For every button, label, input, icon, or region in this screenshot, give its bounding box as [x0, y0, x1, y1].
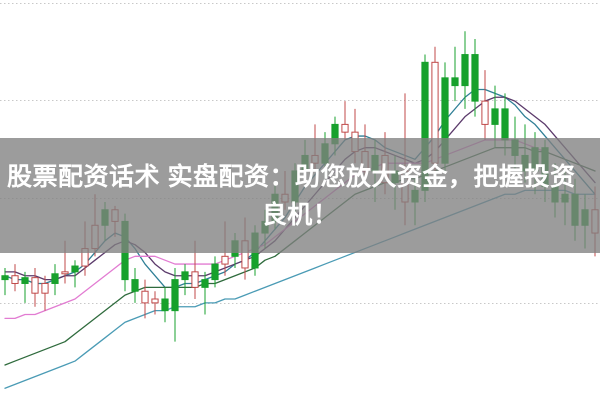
candle-body	[1, 275, 9, 281]
promo-text-overlay: 股票配资话术 实盘配资：助您放大资金，把握投资 良机！	[0, 138, 600, 253]
candle-body	[161, 298, 169, 312]
candle-body	[491, 108, 499, 125]
candle-body	[31, 277, 39, 294]
candle	[481, 70, 489, 140]
candle	[161, 287, 169, 323]
candle-body	[451, 77, 459, 87]
candle-body	[191, 271, 199, 288]
candle	[211, 256, 219, 288]
candle	[491, 85, 499, 148]
candle	[151, 291, 159, 315]
candle-body	[501, 108, 509, 141]
candle	[41, 275, 49, 311]
candle	[1, 267, 9, 296]
candle	[21, 271, 29, 303]
candle-body	[141, 290, 149, 304]
candle	[131, 267, 139, 303]
candle-body	[131, 279, 139, 292]
candle-body	[221, 255, 229, 265]
promo-text-line-1: 股票配资话术 实盘配资：助您放大资金，把握投资	[7, 162, 576, 191]
candle	[201, 271, 209, 315]
candle	[181, 264, 189, 296]
candle-body	[461, 54, 469, 87]
candle	[141, 279, 149, 319]
candle	[51, 264, 59, 296]
candle	[451, 46, 459, 102]
candle	[31, 267, 39, 307]
candle	[171, 267, 179, 342]
candle-body	[71, 265, 79, 273]
candle-body	[61, 271, 69, 275]
candle-body	[11, 275, 19, 284]
candle-body	[471, 54, 479, 102]
candle	[341, 101, 349, 140]
candle	[71, 260, 79, 288]
candle-body	[41, 282, 49, 294]
candle-body	[211, 263, 219, 281]
candle-body	[341, 123, 349, 133]
promo-text-line-2: 良机！	[261, 200, 339, 229]
candle-body	[151, 298, 159, 304]
candle	[461, 31, 469, 109]
candle	[11, 264, 19, 292]
candle-body	[21, 277, 29, 284]
candle-body	[201, 279, 209, 288]
candle-body	[51, 273, 59, 284]
candle-body	[481, 100, 489, 125]
candle	[471, 39, 479, 117]
candle-body	[171, 279, 179, 312]
candle-body	[181, 271, 189, 281]
